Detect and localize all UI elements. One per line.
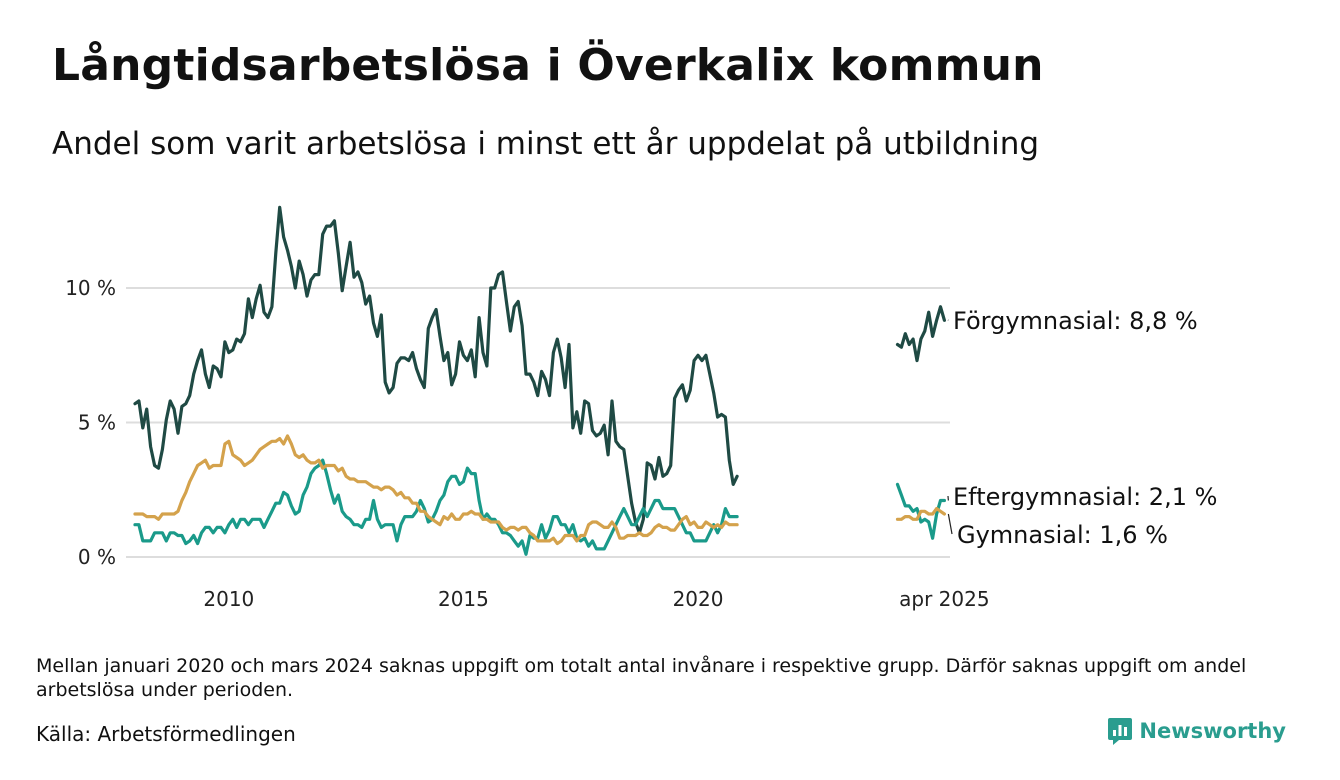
x-tick-label: 2020 — [673, 587, 724, 611]
series-label-gymnasial: Gymnasial: 1,6 % — [957, 521, 1168, 549]
series-line-gymnasial-segment-1 — [133, 434, 739, 546]
series-end-labels: Förgymnasial: 8,8 % Eftergymnasial: 2,1 %… — [947, 307, 1217, 549]
series-line-f-rgymnasial-segment-2 — [895, 305, 947, 363]
brand-name: Newsworthy — [1139, 719, 1286, 743]
chart-subtitle: Andel som varit arbetslösa i minst ett å… — [52, 126, 1040, 162]
footnote: Mellan januari 2020 och mars 2024 saknas… — [36, 655, 1247, 701]
y-tick-label: 0 % — [78, 545, 116, 569]
series-line-eftergymnasial-segment-1 — [133, 458, 739, 556]
x-tick-label: 2010 — [203, 587, 254, 611]
y-axis-tick-labels: 0 % 5 % 10 % — [65, 276, 116, 569]
leader-line-gymnasial — [947, 513, 953, 535]
series-lines — [133, 205, 947, 556]
grid-lines — [126, 287, 950, 558]
series-line-f-rgymnasial-segment-1 — [133, 205, 739, 535]
series-label-eftergymnasial: Eftergymnasial: 2,1 % — [953, 483, 1217, 511]
x-tick-label: apr 2025 — [899, 587, 989, 611]
chart-title: Långtidsarbetslösa i Överkalix kommun — [52, 40, 1044, 91]
newsworthy-chart-icon — [1108, 718, 1133, 745]
series-label-f-rgymnasial: Förgymnasial: 8,8 % — [953, 307, 1198, 335]
source-text: Källa: Arbetsförmedlingen — [36, 722, 296, 746]
newsworthy-logo[interactable]: Newsworthy — [1107, 716, 1286, 746]
line-chart: 0 % 5 % 10 % 2010 2015 2020 apr 2025 Förgymna… — [65, 205, 1217, 611]
series-line-gymnasial-segment-2 — [895, 507, 947, 521]
y-tick-label: 10 % — [65, 276, 116, 300]
x-tick-label: 2015 — [438, 587, 489, 611]
y-tick-label: 5 % — [78, 411, 116, 435]
series-line-eftergymnasial-segment-2 — [895, 482, 947, 540]
x-axis-tick-labels: 2010 2015 2020 apr 2025 — [203, 587, 989, 611]
